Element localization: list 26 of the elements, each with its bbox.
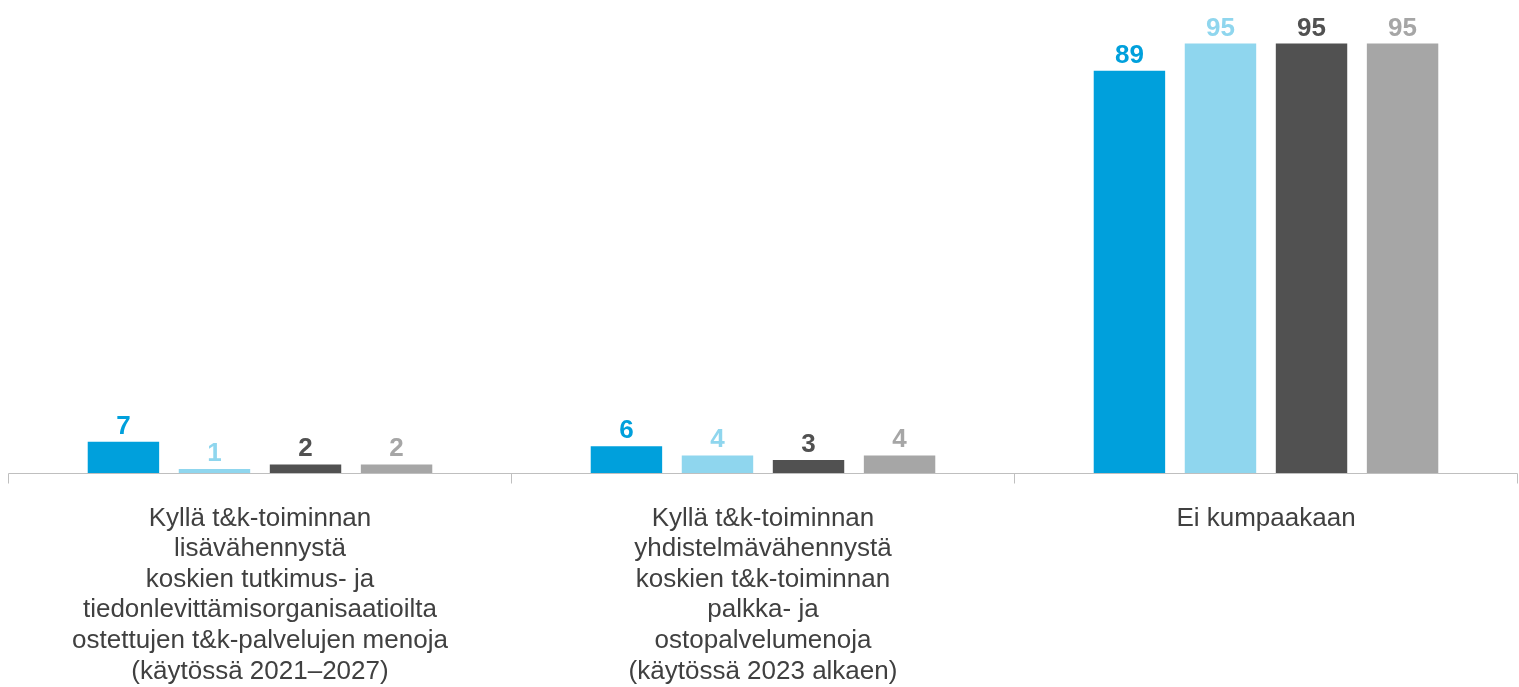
bar [863, 455, 936, 474]
data-label: 7 [116, 409, 131, 440]
x-tick-label: Kyllä t&k-toiminnan yhdistelmävähennystä koskien t&k-toiminnan palkka- ja ostopalvelumenoja (käytössä 2023 alkaen) [628, 501, 898, 685]
data-label: 4 [710, 423, 726, 454]
data-label: 4 [892, 423, 908, 454]
bar [1366, 43, 1439, 474]
x-tick-label: Ei kumpaakaan [1176, 501, 1356, 532]
bar [590, 446, 663, 474]
data-label: 89 [1114, 38, 1144, 69]
bar [269, 464, 342, 474]
bar [1275, 43, 1348, 474]
bar [681, 455, 754, 474]
bar [87, 441, 160, 474]
data-label: 95 [1297, 11, 1326, 42]
data-label: 3 [801, 427, 816, 458]
data-label: 95 [1206, 11, 1235, 42]
data-label: 1 [207, 436, 222, 467]
data-label: 2 [389, 432, 404, 463]
bar [360, 464, 433, 474]
data-label: 6 [619, 414, 634, 445]
data-label: 95 [1388, 11, 1418, 42]
bar [1184, 43, 1257, 474]
bar [772, 459, 845, 474]
data-label: 2 [298, 432, 313, 463]
x-tick-label: Kyllä t&k-toiminnan lisävähennystä koskien tutkimus- ja tiedonlevittämisorganisaatioilta ostettujen t&k-palvelujen menoja (käytössä 2021–2027) [72, 501, 449, 685]
bar [1093, 70, 1166, 474]
